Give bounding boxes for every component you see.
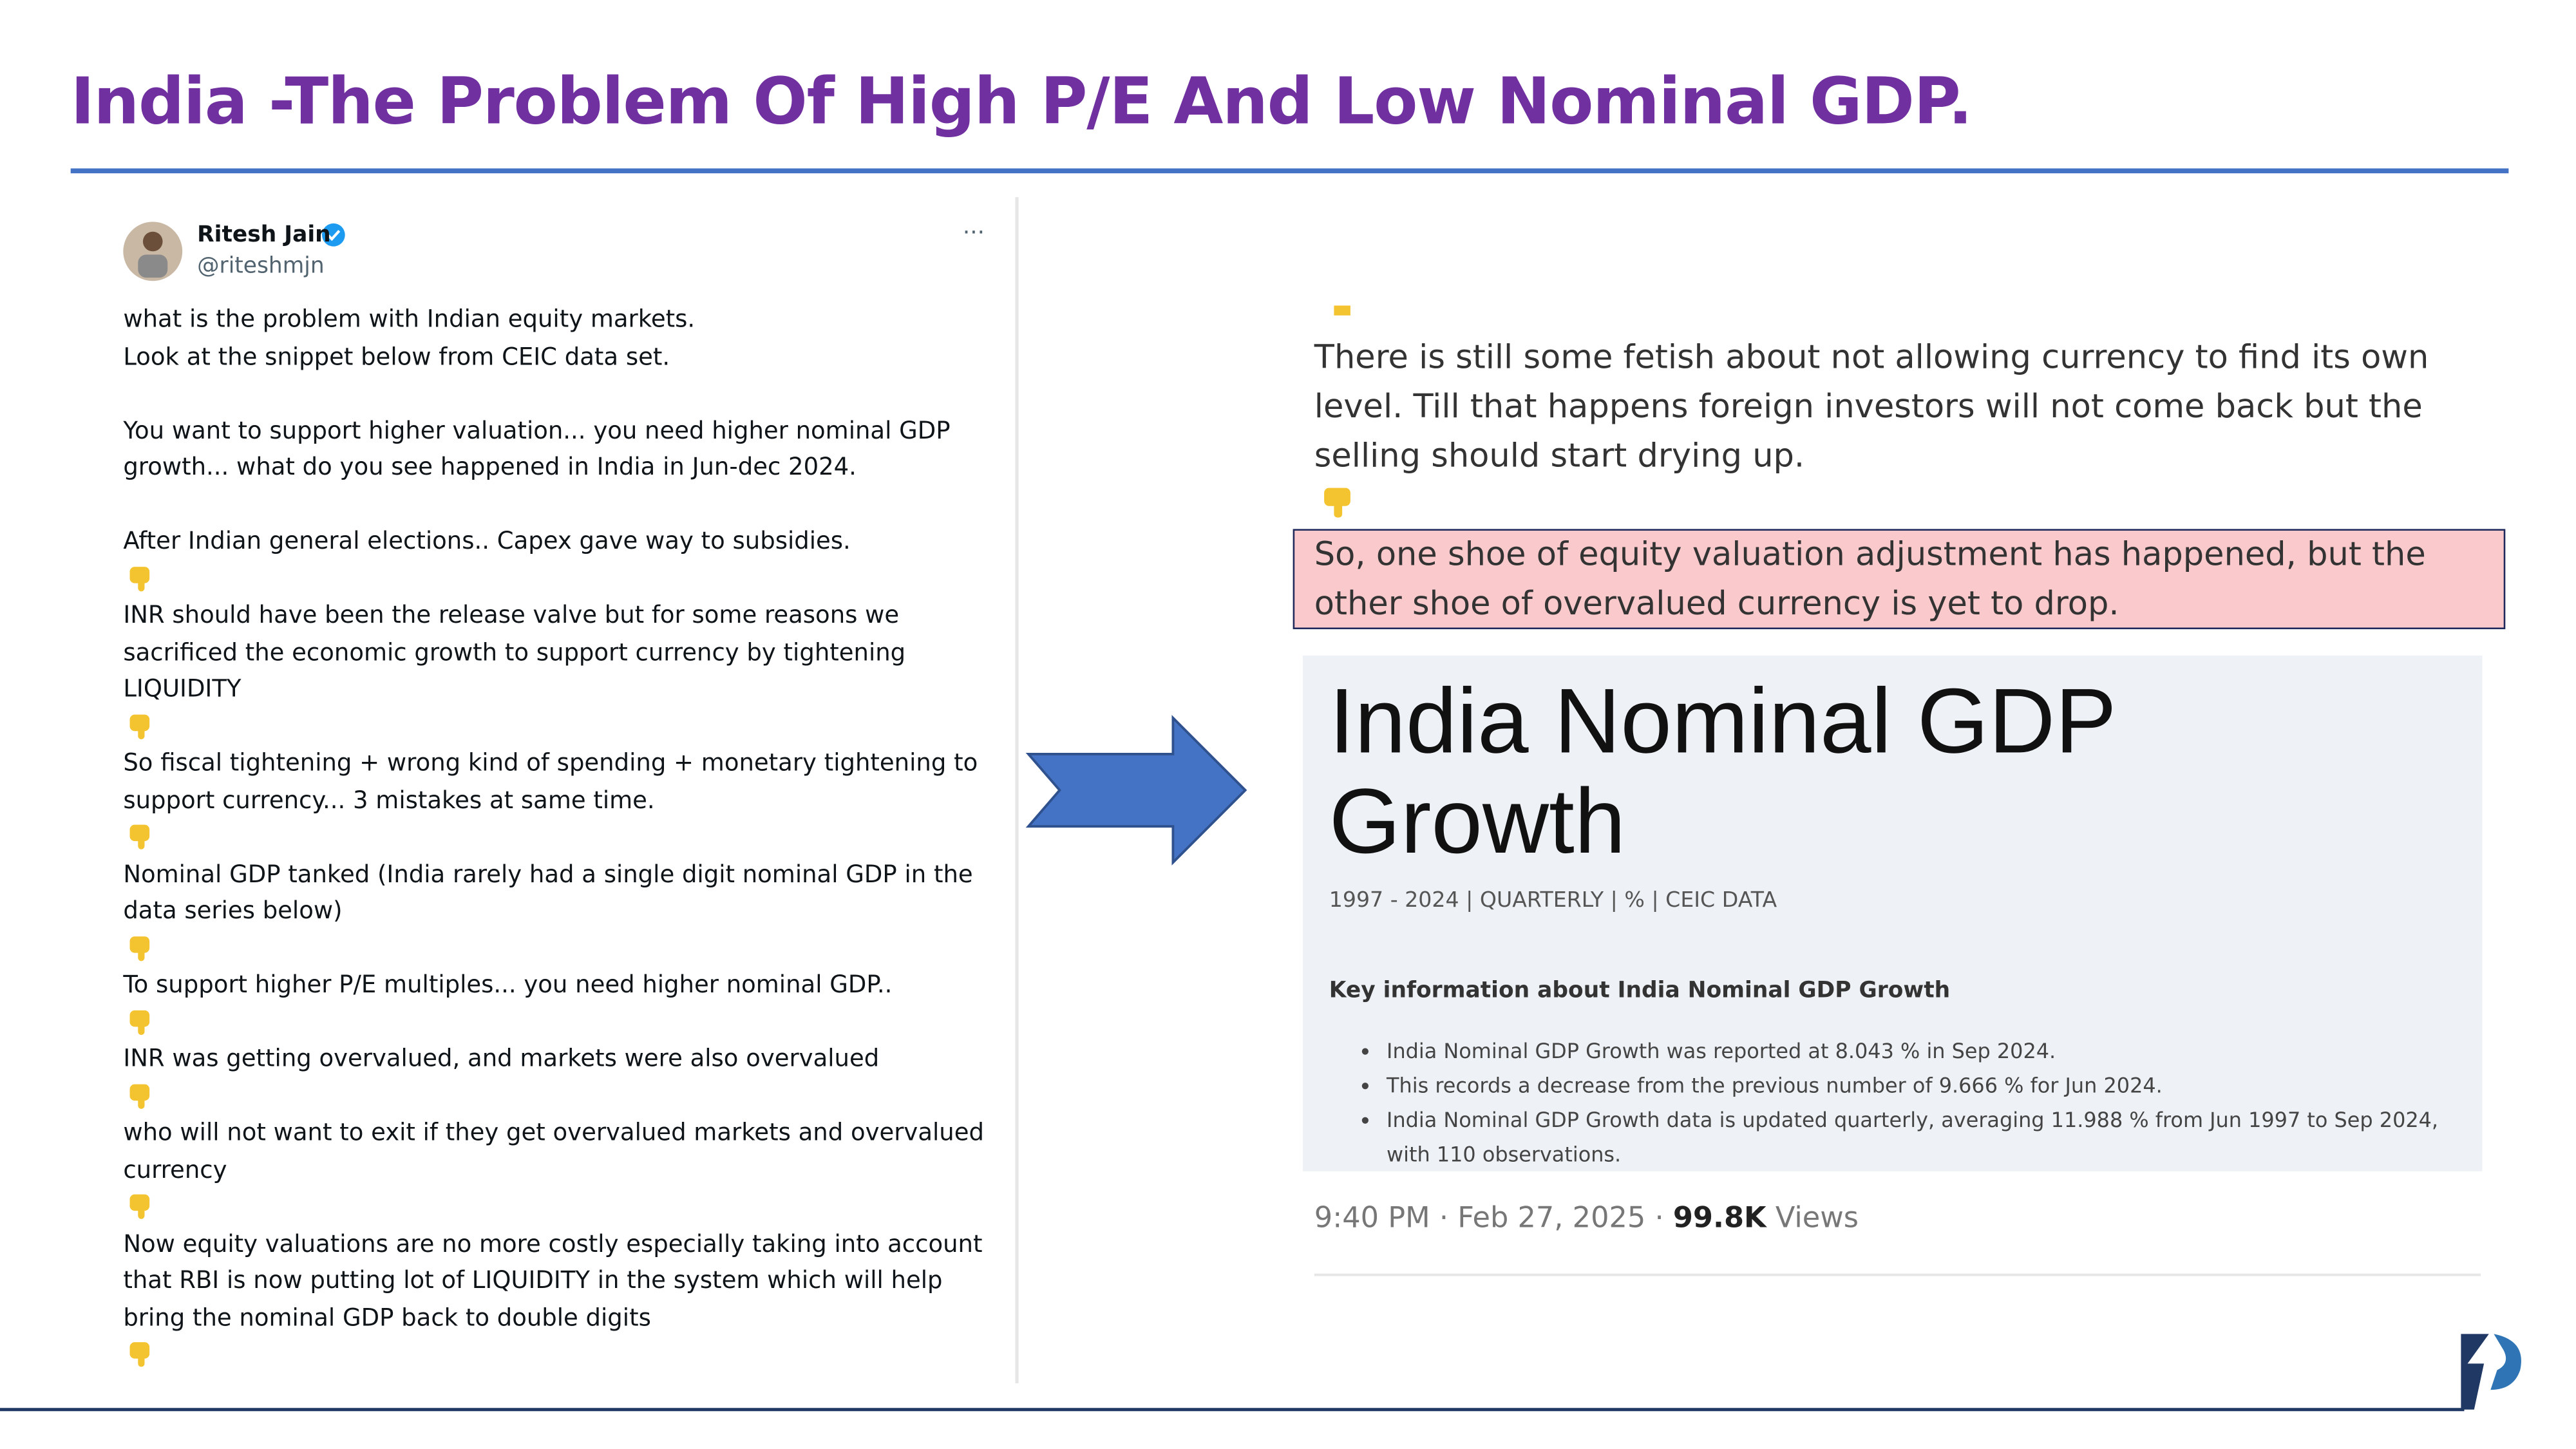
text-line: Growth — [1329, 768, 1626, 873]
slide-title: India -The Problem Of High P/E And Low N… — [70, 66, 1973, 140]
thumbs-down-emoji — [123, 561, 994, 598]
thumbs-down-emoji — [123, 709, 994, 746]
tweet-paragraph: To support higher P/E multiples... you n… — [123, 968, 994, 1005]
card-subtitle: 1997 - 2024 | QUARTERLY | % | CEIC DATA — [1329, 889, 1777, 914]
text-line: Look at the snippet below from CEIC data… — [123, 344, 670, 371]
text-line: level. Till that happens foreign investo… — [1314, 386, 2423, 426]
text-line: INR was getting overvalued, and markets … — [123, 1046, 880, 1073]
author-handle: @riteshmjn — [197, 252, 325, 279]
thumbs-down-emoji — [123, 1005, 994, 1041]
text-line: other shoe of overvalued currency is yet… — [1314, 583, 2119, 623]
text-line: sacrificed the economic growth to suppor… — [123, 639, 906, 667]
text-line: bring the nominal GDP back to double dig… — [123, 1305, 651, 1332]
views-label: Views — [1766, 1202, 1859, 1236]
text-line: LIQUIDITY — [123, 677, 242, 703]
thumbs-down-emoji — [123, 1338, 994, 1374]
more-button[interactable]: ··· — [962, 220, 985, 247]
text-line: INR should have been the release valve b… — [123, 603, 900, 630]
bullet-item: India Nominal GDP Growth was reported at… — [1387, 1034, 2471, 1068]
bullet-item: This records a decrease from the previou… — [1387, 1068, 2471, 1103]
card-title: India Nominal GDP Growth — [1329, 670, 2117, 871]
tweet-paragraph: what is the problem with Indian equity m… — [123, 302, 994, 376]
text-line: Now equity valuations are no more costly… — [123, 1231, 983, 1258]
text-line: support currency... 3 mistakes at same t… — [123, 788, 655, 815]
quote-text: There is still some fetish about not all… — [1314, 332, 2429, 480]
tweet-paragraph: who will not want to exit if they get ov… — [123, 1115, 994, 1189]
key-heading: Key information about India Nominal GDP … — [1329, 977, 1951, 1004]
highlight-box — [1293, 529, 2506, 630]
text-line: India Nominal GDP — [1329, 668, 2117, 772]
text-line: To support higher P/E multiples... you n… — [123, 972, 893, 999]
timestamp: 9:40 PM · Feb 27, 2025 · — [1314, 1202, 1673, 1236]
tweet-paragraph: Now equity valuations are no more costly… — [123, 1226, 994, 1337]
tweet-paragraph: INR should have been the release valve b… — [123, 598, 994, 709]
thumbs-down-emoji — [123, 1189, 994, 1226]
bullet-item: India Nominal GDP Growth data is updated… — [1387, 1103, 2471, 1171]
text-line: what is the problem with Indian equity m… — [123, 307, 696, 334]
tweet-paragraph: INR was getting overvalued, and markets … — [123, 1041, 994, 1078]
tweet-paragraph: You want to support higher valuation... … — [123, 413, 994, 488]
text-line: that RBI is now putting lot of LIQUIDITY… — [123, 1268, 943, 1295]
text-line: After Indian general elections.. Capex g… — [123, 529, 851, 556]
text-line: Nominal GDP tanked (India rarely had a s… — [123, 861, 973, 888]
text-line: selling should start drying up. — [1314, 435, 1805, 475]
thumbs-down-emoji — [123, 931, 994, 967]
text-line: So fiscal tightening + wrong kind of spe… — [123, 750, 978, 777]
text-line: So, one shoe of equity valuation adjustm… — [1314, 534, 2426, 574]
text-line: who will not want to exit if they get ov… — [123, 1120, 984, 1147]
text-line: There is still some fetish about not all… — [1314, 336, 2429, 377]
author-name: Ritesh Jain — [197, 222, 331, 249]
highlight-text: So, one shoe of equity valuation adjustm… — [1314, 529, 2426, 627]
text-line: data series below) — [123, 898, 343, 925]
text-line: You want to support higher valuation... … — [123, 418, 951, 445]
tweet-paragraph: So fiscal tightening + wrong kind of spe… — [123, 746, 994, 820]
thumbs-down-emoji — [123, 1079, 994, 1115]
tweet-footer: 9:40 PM · Feb 27, 2025 · 99.8K Views — [1314, 1202, 1859, 1235]
tweet-paragraph: After Indian general elections.. Capex g… — [123, 524, 994, 561]
views-count: 99.8K — [1672, 1202, 1766, 1236]
bullet-list: India Nominal GDP Growth was reported at… — [1360, 1034, 2470, 1171]
data-card — [1302, 655, 2483, 1171]
thumbs-down-emoji — [123, 820, 994, 857]
text-line: currency — [123, 1157, 227, 1184]
tweet-text: what is the problem with Indian equity m… — [123, 302, 994, 1374]
text-line: growth... what do you see happened in In… — [123, 455, 857, 482]
tweet-paragraph: Nominal GDP tanked (India rarely had a s… — [123, 857, 994, 931]
